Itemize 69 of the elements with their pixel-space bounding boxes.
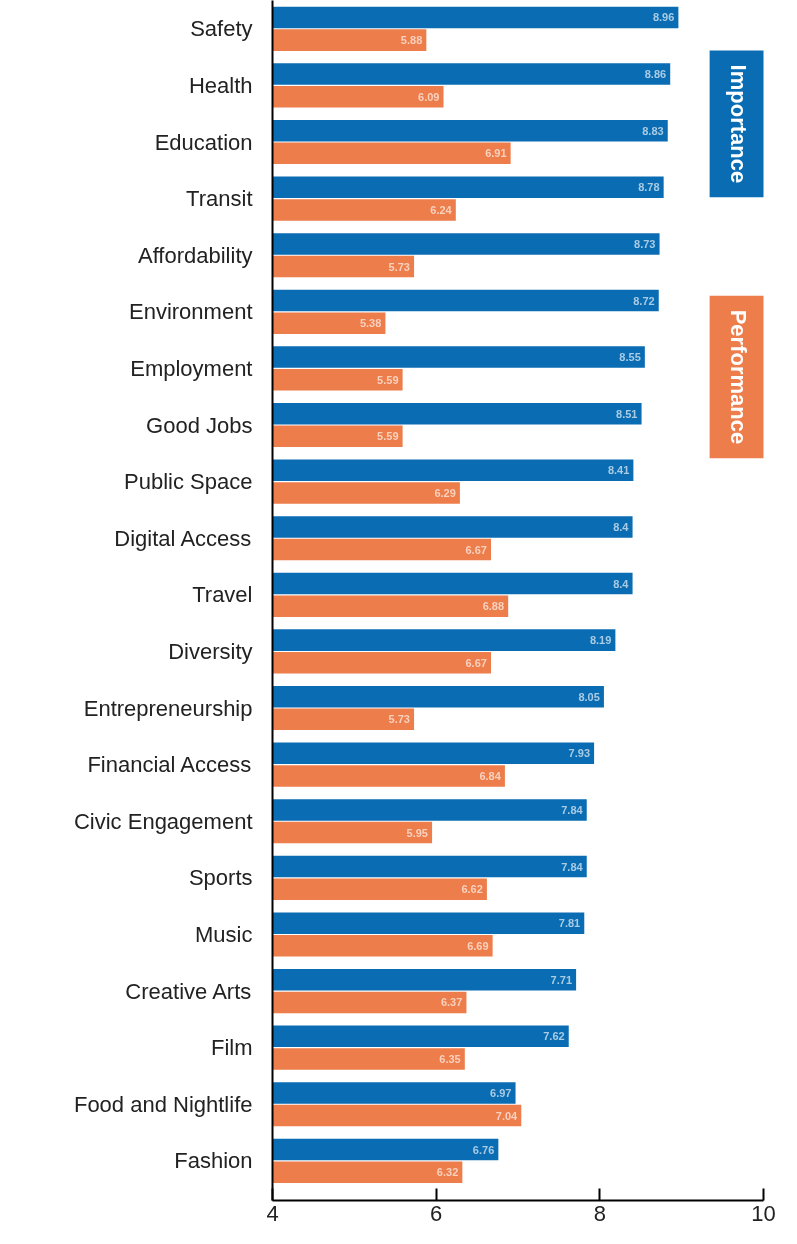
data-label: 6.62 bbox=[461, 883, 483, 896]
data-label: 6.67 bbox=[465, 543, 487, 556]
y-tick-label: Fashion bbox=[174, 1148, 253, 1174]
data-label: 7.93 bbox=[568, 747, 591, 760]
y-tick-label: Good Jobs bbox=[146, 412, 253, 438]
y-tick-label: Sports bbox=[188, 865, 253, 891]
data-label: 8.51 bbox=[616, 407, 638, 420]
data-label: 8.4 bbox=[613, 577, 630, 590]
data-label: 7.04 bbox=[495, 1109, 519, 1122]
y-tick-label: Safety bbox=[190, 16, 253, 42]
data-label: 5.59 bbox=[377, 430, 399, 443]
data-label: 6.35 bbox=[439, 1052, 461, 1065]
y-tick-label: Travel bbox=[192, 582, 253, 608]
data-label: 6.76 bbox=[472, 1143, 495, 1156]
data-label: 8.41 bbox=[607, 464, 630, 477]
x-tick-label: 6 bbox=[430, 1200, 443, 1226]
y-tick-label: Diversity bbox=[168, 638, 253, 664]
y-tick-label: Public Space bbox=[124, 469, 253, 495]
data-label: 6.84 bbox=[479, 769, 502, 782]
data-label: 5.73 bbox=[388, 713, 410, 726]
data-label: 8.05 bbox=[578, 690, 600, 703]
data-label: 8.19 bbox=[589, 634, 612, 647]
data-label: 8.4 bbox=[613, 520, 630, 533]
data-label: 6.67 bbox=[465, 656, 487, 669]
y-tick-label: Affordability bbox=[137, 242, 253, 268]
data-label: 8.73 bbox=[634, 237, 656, 250]
y-tick-label: Digital Access bbox=[114, 525, 252, 551]
y-tick-label: Environment bbox=[129, 299, 253, 325]
data-label: 8.78 bbox=[638, 181, 660, 194]
y-tick-label: Civic Engagement bbox=[73, 808, 253, 834]
data-label: 8.96 bbox=[652, 11, 675, 24]
data-label: 5.59 bbox=[377, 373, 399, 386]
data-label: 5.88 bbox=[400, 34, 423, 47]
data-label: 6.29 bbox=[434, 486, 456, 499]
x-tick-label: 10 bbox=[751, 1200, 776, 1226]
y-tick-label: Health bbox=[188, 72, 253, 98]
y-tick-label: Food and Nightlife bbox=[73, 1091, 253, 1117]
y-tick-label: Creative Arts bbox=[125, 978, 252, 1004]
data-label: 7.62 bbox=[543, 1030, 565, 1043]
data-label: 6.32 bbox=[436, 1166, 459, 1179]
data-label: 6.88 bbox=[482, 600, 505, 613]
data-label: 6.97 bbox=[490, 1086, 512, 1099]
y-tick-label: Music bbox=[195, 921, 253, 947]
data-label: 6.09 bbox=[418, 90, 440, 103]
data-label: 7.84 bbox=[561, 860, 584, 873]
data-label: 6.24 bbox=[430, 203, 453, 216]
text: Importance bbox=[725, 64, 751, 184]
data-label: 8.83 bbox=[642, 124, 664, 137]
x-tick-label: 8 bbox=[593, 1200, 606, 1226]
y-tick-label: Transit bbox=[186, 186, 253, 212]
x-tick-label: 4 bbox=[266, 1200, 279, 1226]
data-label: 8.72 bbox=[633, 294, 655, 307]
data-label: 7.71 bbox=[550, 973, 573, 986]
data-label: 6.69 bbox=[467, 939, 489, 952]
data-label: 5.38 bbox=[359, 317, 382, 330]
data-label: 6.91 bbox=[485, 147, 507, 160]
text: Performance bbox=[725, 309, 751, 445]
data-label: 6.37 bbox=[440, 996, 463, 1009]
y-tick-label: Education bbox=[154, 129, 253, 155]
data-label: 7.84 bbox=[561, 803, 584, 816]
y-tick-label: Entrepreneurship bbox=[83, 695, 253, 721]
data-label: 5.95 bbox=[406, 826, 428, 839]
y-tick-label: Financial Access bbox=[87, 752, 252, 778]
data-label: 8.55 bbox=[619, 351, 641, 364]
data-label: 8.86 bbox=[644, 68, 667, 81]
data-label: 7.81 bbox=[558, 917, 581, 930]
y-tick-label: Employment bbox=[130, 355, 253, 381]
y-tick-label: Film bbox=[210, 1035, 253, 1061]
data-label: 5.73 bbox=[388, 260, 410, 273]
